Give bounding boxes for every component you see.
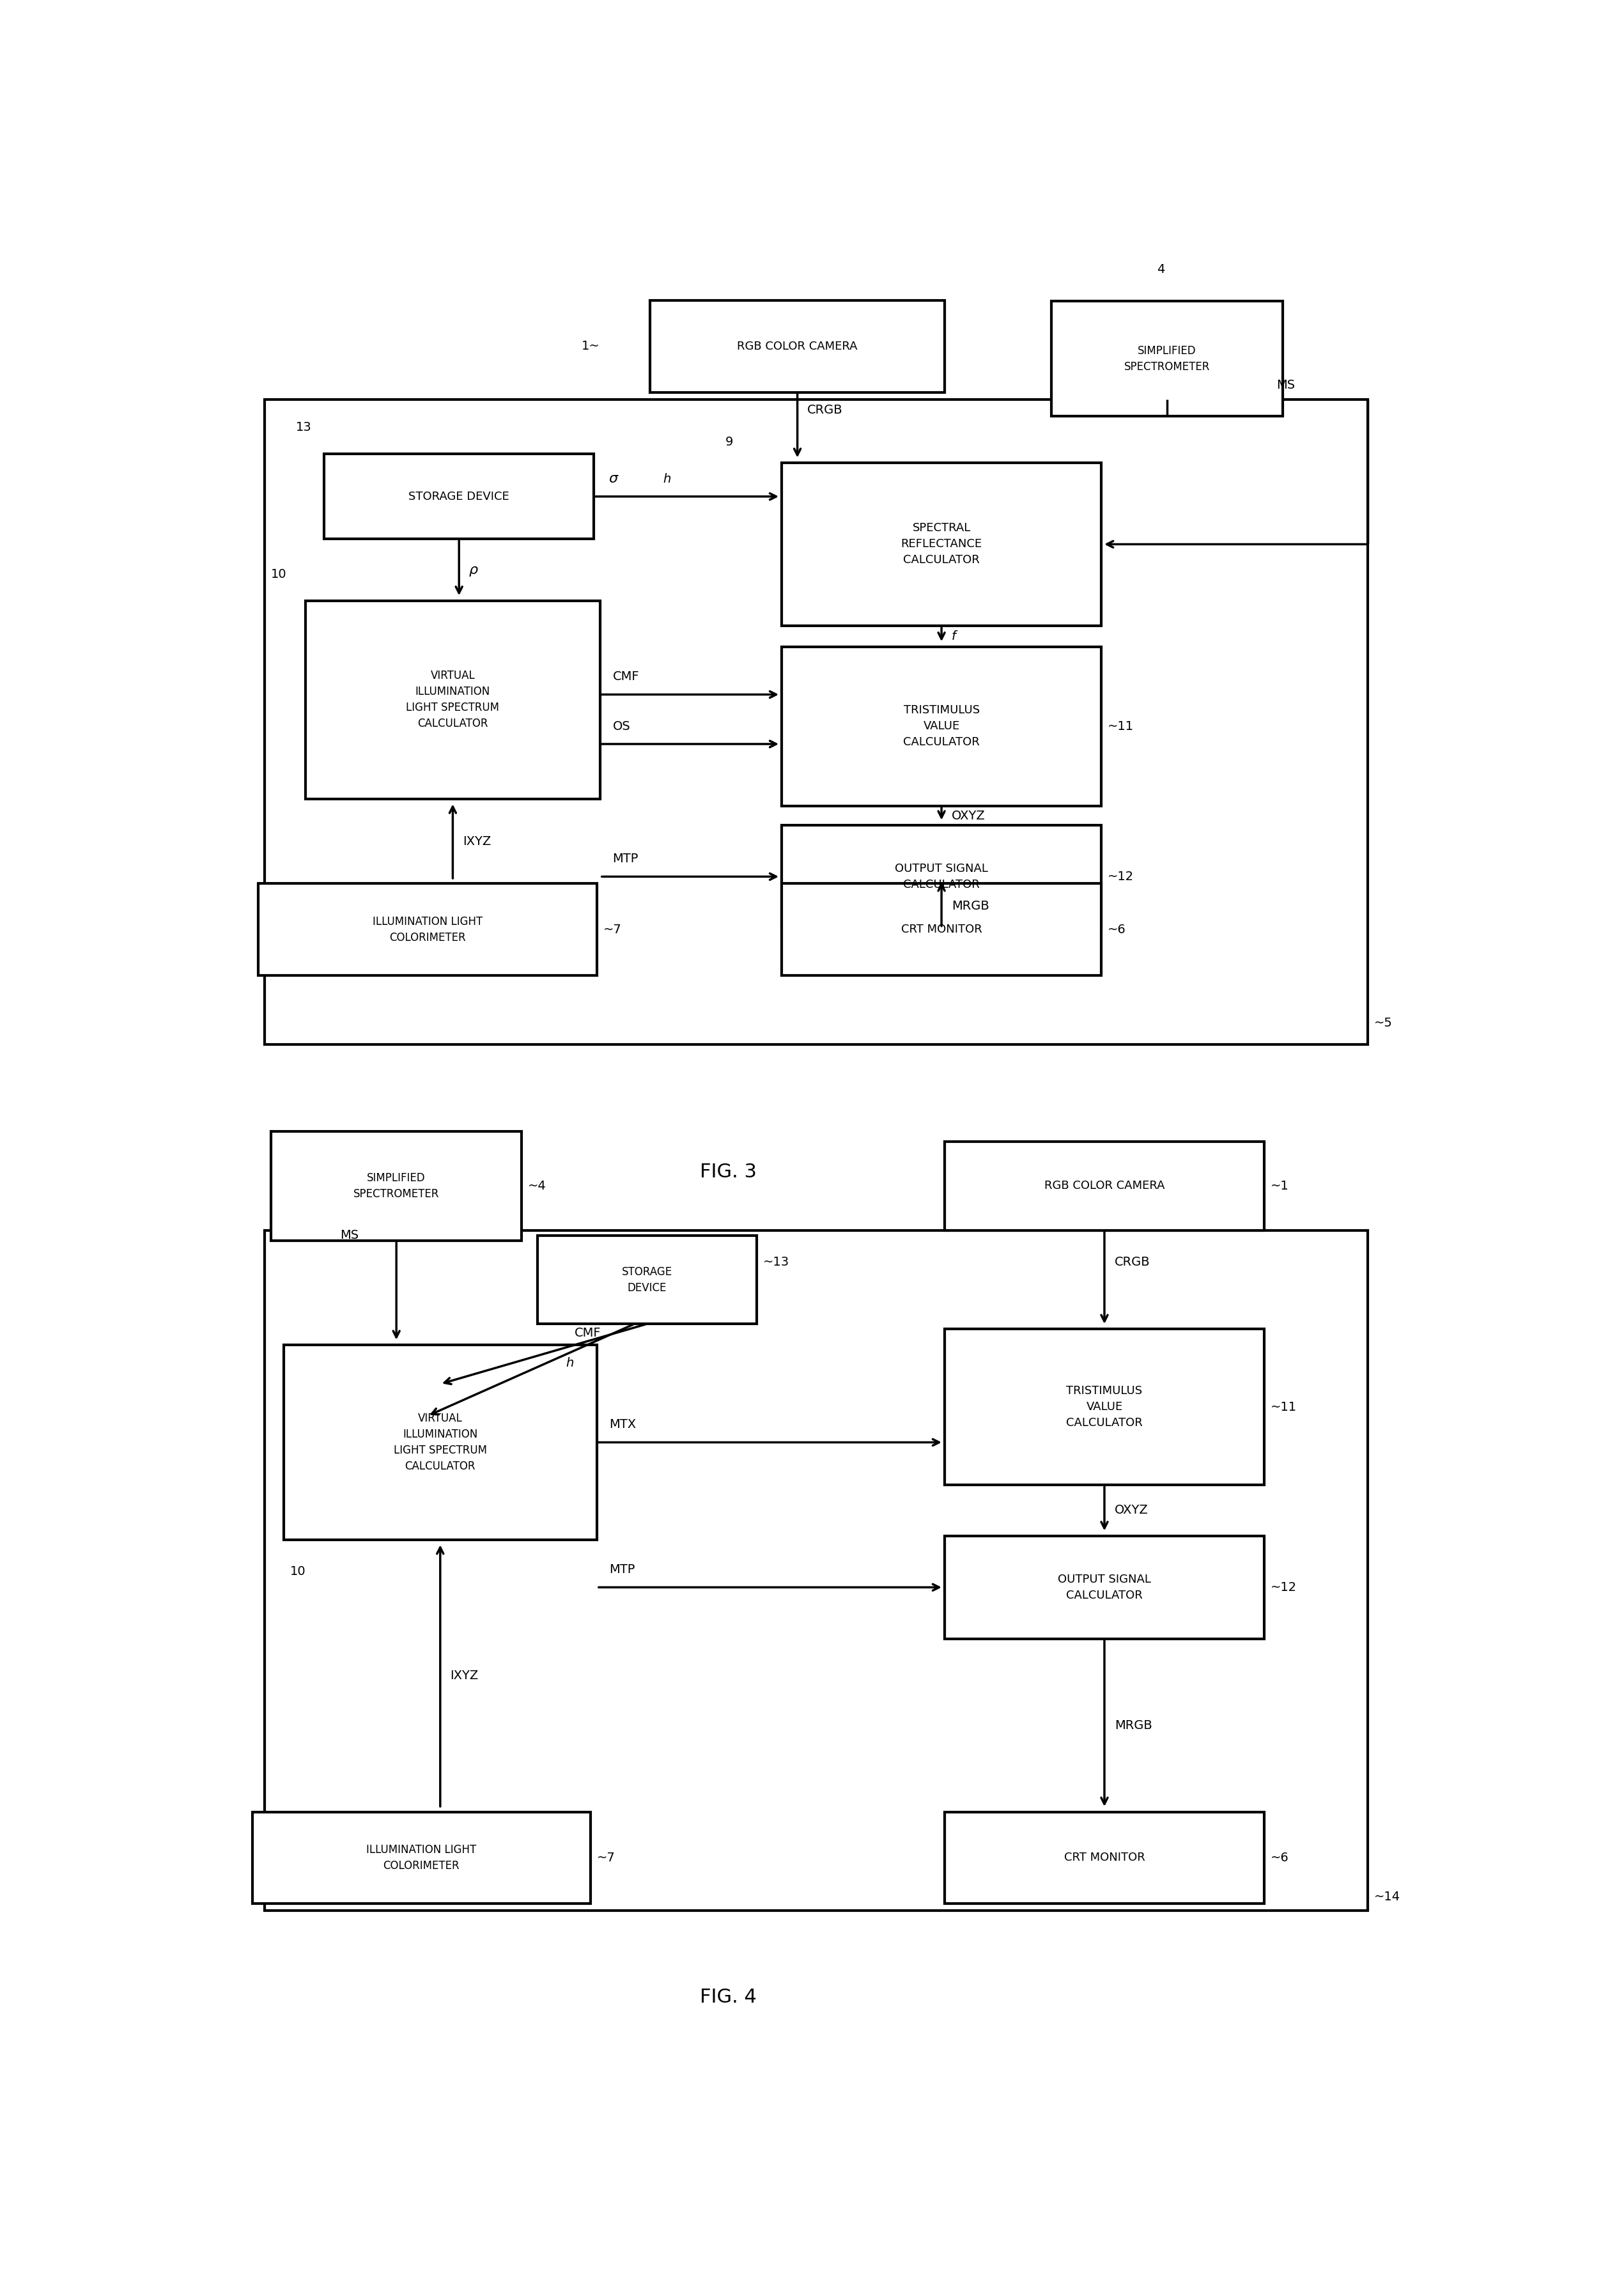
Text: σ: σ (608, 473, 618, 484)
Text: VIRTUAL
ILLUMINATION
LIGHT SPECTRUM
CALCULATOR: VIRTUAL ILLUMINATION LIGHT SPECTRUM CALC… (393, 1412, 487, 1472)
Text: 9: 9 (726, 436, 733, 448)
Text: SPECTRAL
REFLECTANCE
CALCULATOR: SPECTRAL REFLECTANCE CALCULATOR (901, 523, 982, 567)
Text: RGB COLOR CAMERA: RGB COLOR CAMERA (1045, 1180, 1164, 1192)
Text: f: f (951, 629, 956, 643)
Text: ILLUMINATION LIGHT
COLORIMETER: ILLUMINATION LIGHT COLORIMETER (372, 916, 483, 944)
Text: OXYZ: OXYZ (951, 810, 985, 822)
FancyBboxPatch shape (944, 1141, 1264, 1231)
Text: STORAGE DEVICE: STORAGE DEVICE (409, 491, 509, 503)
Text: 13: 13 (296, 422, 312, 434)
FancyBboxPatch shape (259, 884, 597, 976)
Text: RGB COLOR CAMERA: RGB COLOR CAMERA (737, 340, 857, 351)
Text: h: h (566, 1357, 574, 1368)
Text: OUTPUT SIGNAL
CALCULATOR: OUTPUT SIGNAL CALCULATOR (894, 863, 988, 891)
FancyBboxPatch shape (537, 1235, 757, 1325)
Text: TRISTIMULUS
VALUE
CALCULATOR: TRISTIMULUS VALUE CALCULATOR (1066, 1384, 1143, 1428)
Text: ~6: ~6 (1108, 923, 1125, 937)
FancyBboxPatch shape (781, 824, 1101, 928)
Text: ~12: ~12 (1108, 870, 1134, 882)
Text: VIRTUAL
ILLUMINATION
LIGHT SPECTRUM
CALCULATOR: VIRTUAL ILLUMINATION LIGHT SPECTRUM CALC… (406, 670, 500, 730)
Text: ~1: ~1 (1271, 1180, 1289, 1192)
FancyBboxPatch shape (944, 1812, 1264, 1903)
FancyBboxPatch shape (944, 1536, 1264, 1639)
Text: CRT MONITOR: CRT MONITOR (1064, 1853, 1145, 1864)
FancyBboxPatch shape (325, 455, 593, 540)
Text: ~11: ~11 (1271, 1401, 1297, 1412)
Text: ~11: ~11 (1108, 721, 1134, 732)
FancyBboxPatch shape (306, 602, 600, 799)
Text: MTP: MTP (613, 852, 639, 866)
Text: MRGB: MRGB (951, 900, 990, 912)
Text: ~4: ~4 (527, 1180, 547, 1192)
Text: MTX: MTX (610, 1419, 637, 1430)
Text: SIMPLIFIED
SPECTROMETER: SIMPLIFIED SPECTROMETER (1124, 344, 1210, 372)
FancyBboxPatch shape (252, 1812, 590, 1903)
Text: MRGB: MRGB (1114, 1720, 1151, 1731)
Text: FIG. 3: FIG. 3 (700, 1162, 757, 1180)
Text: ~6: ~6 (1271, 1853, 1289, 1864)
Text: OUTPUT SIGNAL
CALCULATOR: OUTPUT SIGNAL CALCULATOR (1058, 1573, 1151, 1600)
Text: OXYZ: OXYZ (1114, 1504, 1148, 1515)
Text: CRGB: CRGB (807, 404, 842, 416)
FancyBboxPatch shape (1051, 301, 1282, 416)
Text: ~13: ~13 (763, 1256, 789, 1267)
FancyBboxPatch shape (781, 884, 1101, 976)
Text: FIG. 4: FIG. 4 (700, 1988, 757, 2007)
Text: IXYZ: IXYZ (462, 836, 492, 847)
Text: CMF: CMF (574, 1327, 602, 1339)
Text: ~14: ~14 (1374, 1890, 1400, 1903)
Text: ~7: ~7 (603, 923, 621, 937)
Text: SIMPLIFIED
SPECTROMETER: SIMPLIFIED SPECTROMETER (354, 1173, 440, 1201)
Text: ~5: ~5 (1374, 1017, 1392, 1029)
Text: ILLUMINATION LIGHT
COLORIMETER: ILLUMINATION LIGHT COLORIMETER (367, 1844, 477, 1871)
Text: ρ: ρ (469, 563, 479, 576)
FancyBboxPatch shape (272, 1132, 522, 1240)
FancyBboxPatch shape (944, 1329, 1264, 1486)
Text: MS: MS (1277, 379, 1295, 390)
FancyBboxPatch shape (283, 1345, 597, 1541)
Text: MTP: MTP (610, 1564, 635, 1575)
Text: CRGB: CRGB (1114, 1256, 1150, 1267)
FancyBboxPatch shape (781, 464, 1101, 625)
Text: h: h (663, 473, 671, 484)
Text: CRT MONITOR: CRT MONITOR (901, 923, 982, 934)
Text: OS: OS (613, 721, 631, 732)
Text: 10: 10 (272, 567, 286, 581)
Text: STORAGE
DEVICE: STORAGE DEVICE (621, 1265, 673, 1293)
Text: MS: MS (340, 1228, 359, 1242)
FancyBboxPatch shape (650, 301, 944, 393)
FancyBboxPatch shape (781, 647, 1101, 806)
Text: CMF: CMF (613, 670, 639, 682)
Text: ~7: ~7 (597, 1853, 614, 1864)
Text: ~12: ~12 (1271, 1582, 1297, 1593)
Text: 4: 4 (1156, 264, 1164, 276)
Text: 1~: 1~ (581, 340, 600, 351)
Text: IXYZ: IXYZ (450, 1669, 479, 1681)
Text: TRISTIMULUS
VALUE
CALCULATOR: TRISTIMULUS VALUE CALCULATOR (904, 705, 980, 748)
Text: 10: 10 (289, 1566, 306, 1577)
